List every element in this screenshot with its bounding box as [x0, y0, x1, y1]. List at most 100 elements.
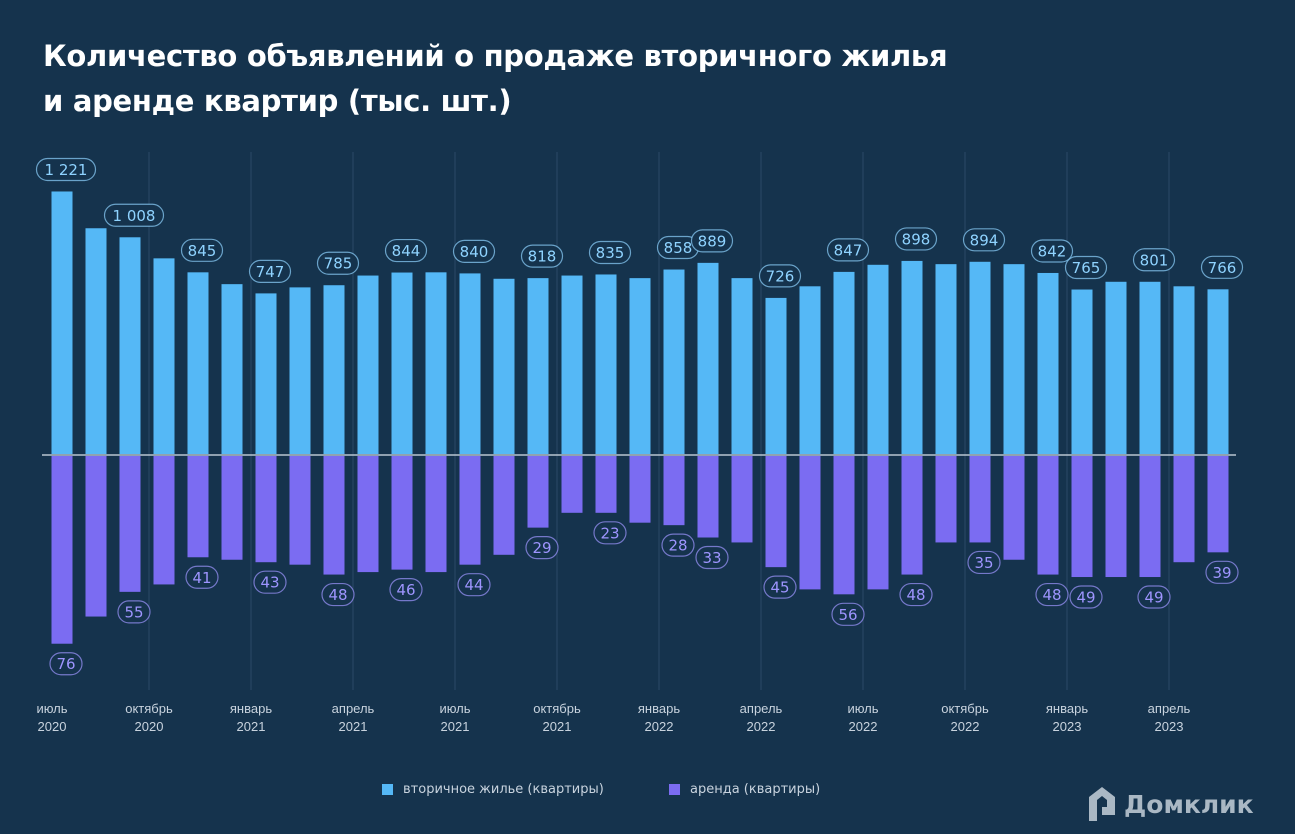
tick-label-year: 2021	[237, 719, 266, 734]
data-label-rent: 45	[770, 579, 789, 597]
data-label-rent-pill	[593, 521, 627, 545]
legend-label-rent: аренда (квартиры)	[690, 782, 821, 797]
tick-label-month: октябрь	[125, 701, 173, 716]
data-label-secondary-pill	[1064, 255, 1108, 280]
data-label-rent-pill	[831, 602, 865, 626]
bar-rent	[255, 456, 277, 563]
data-label-secondary: 842	[1038, 242, 1067, 260]
data-label-secondary: 898	[902, 230, 931, 248]
data-label-rent-pill	[1069, 585, 1103, 609]
bar-rent	[663, 456, 685, 526]
data-label-secondary-pill	[1030, 239, 1074, 263]
data-label-secondary: 726	[766, 267, 795, 285]
data-label-rent: 49	[1076, 589, 1095, 607]
bar-secondary	[1207, 289, 1229, 454]
bar-secondary	[459, 273, 481, 454]
data-label-secondary-pill	[758, 264, 802, 288]
data-label-secondary: 801	[1140, 251, 1169, 269]
tick-label-month: январь	[638, 701, 680, 716]
bar-rent	[51, 456, 73, 644]
data-label-rent: 76	[56, 655, 75, 673]
tick-label-year: 2022	[645, 719, 674, 734]
bar-rent	[561, 456, 583, 513]
bar-rent	[187, 456, 209, 558]
bar-rent	[1071, 456, 1093, 578]
data-label-rent-pill	[117, 600, 151, 624]
bar-rent	[1037, 456, 1059, 575]
bar-rent	[119, 456, 141, 592]
bar-rent	[935, 456, 957, 543]
data-label-secondary-pill	[1200, 255, 1244, 279]
legend-item-rent: аренда (квартиры)	[669, 782, 820, 797]
tick-label-month: январь	[230, 701, 272, 716]
data-label-rent: 56	[838, 606, 857, 624]
bar-secondary	[1139, 281, 1161, 454]
data-label-secondary: 766	[1208, 259, 1237, 277]
bar-secondary	[85, 228, 107, 454]
data-label-secondary: 765	[1072, 259, 1101, 277]
data-label-rent-pill	[49, 652, 83, 676]
data-label-secondary: 844	[392, 242, 421, 260]
data-label-secondary-pill	[103, 203, 165, 227]
bar-rent	[289, 456, 311, 565]
data-label-rent-pill	[457, 573, 491, 597]
bar-secondary	[969, 261, 991, 454]
bar-secondary	[629, 278, 651, 454]
legend-swatch-secondary	[382, 784, 393, 795]
bar-secondary	[663, 269, 685, 454]
domclick-logo: Домклик	[1086, 785, 1254, 823]
bar-secondary	[901, 260, 923, 454]
data-label-rent: 55	[124, 603, 143, 621]
data-label-rent: 39	[1212, 564, 1231, 582]
tick-label-year: 2023	[1155, 719, 1184, 734]
bar-secondary	[867, 264, 889, 454]
tick-label-year: 2022	[849, 719, 878, 734]
house-icon	[1089, 787, 1115, 821]
legend-swatch-rent	[669, 784, 680, 795]
data-label-rent-pill	[899, 582, 933, 607]
bar-secondary	[1037, 272, 1059, 454]
bar-rent	[459, 456, 481, 565]
data-label-secondary: 847	[834, 241, 863, 259]
bar-rent	[323, 456, 345, 575]
tick-label-month: июль	[439, 701, 470, 716]
data-label-rent-pill	[661, 533, 695, 557]
bar-rent	[799, 456, 821, 590]
tick-label-year: 2022	[951, 719, 980, 734]
data-label-secondary-pill	[452, 239, 496, 263]
data-label-rent: 44	[464, 576, 483, 594]
data-label-rent: 48	[328, 586, 347, 604]
bar-rent	[85, 456, 107, 617]
bar-secondary	[697, 262, 719, 454]
data-label-rent-pill	[695, 545, 729, 570]
data-label-rent: 48	[1042, 586, 1061, 604]
bar-secondary	[765, 297, 787, 454]
data-label-secondary: 889	[698, 232, 727, 250]
bar-secondary	[51, 191, 73, 455]
bar-secondary	[561, 275, 583, 454]
data-label-rent-pill	[389, 578, 423, 602]
bar-rent	[425, 456, 447, 573]
bar-rent	[629, 456, 651, 523]
tick-label-year: 2020	[38, 719, 67, 734]
bar-rent	[1173, 456, 1195, 563]
bar-secondary	[1105, 281, 1127, 454]
bar-rent	[1139, 456, 1161, 578]
data-label-secondary-pill	[180, 238, 224, 262]
bar-secondary	[935, 264, 957, 454]
data-label-rent: 49	[1144, 589, 1163, 607]
bar-rent	[221, 456, 243, 560]
bar-rent	[901, 456, 923, 575]
data-label-secondary-pill	[316, 251, 360, 275]
data-label-rent-pill	[321, 582, 355, 607]
data-label-rent-pill	[525, 536, 559, 560]
data-label-rent-pill	[763, 575, 797, 599]
tick-label-month: январь	[1046, 701, 1088, 716]
data-label-secondary: 845	[188, 242, 217, 260]
bar-rent	[595, 456, 617, 513]
data-label-rent: 48	[906, 586, 925, 604]
bar-secondary	[289, 287, 311, 454]
data-label-rent: 29	[532, 539, 551, 557]
data-label-secondary-pill	[1132, 248, 1176, 272]
tick-label-month: июль	[36, 701, 67, 716]
